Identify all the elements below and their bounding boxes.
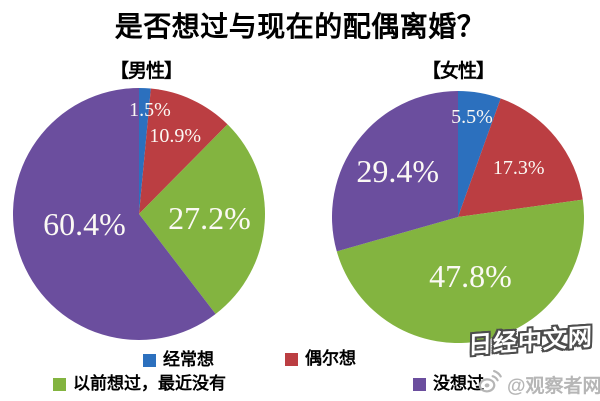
legend-label-never: 没想过 [433,374,484,393]
female-pie-chart: 5.5% 17.3% 47.8% 29.4% [332,91,584,343]
pie-percent-label: 1.5% [129,98,171,121]
legend-label-occasionally: 偶尔想 [305,349,356,368]
pie-percent-label: 47.8% [429,258,512,295]
pie-slice [139,124,265,315]
pie-slice [458,91,501,217]
chart-title: 是否想过与现在的配偶离婚？ [114,11,486,42]
pie-percent-label: 60.4% [43,205,126,242]
observer-watermark-text: @观察者网 [507,376,600,397]
legend-swatch-before-not-recently [53,377,66,391]
weibo-icon [475,368,505,401]
female-pie-title: 【女性】 [421,61,495,82]
pie-slice [139,88,151,214]
legend-swatch-never [413,377,426,391]
pie-slice [139,88,228,214]
pie-svg [332,91,584,343]
legend-label-often: 经常想 [163,350,214,369]
legend-item-occasionally: 偶尔想 [285,349,356,369]
observer-watermark: @观察者网 [477,369,600,400]
pie-percent-label: 27.2% [168,200,251,237]
pie-slice [332,91,458,252]
legend-swatch-often [143,353,156,367]
pie-slice [336,199,584,343]
legend-swatch-occasionally [285,352,298,366]
pie-percent-label: 29.4% [356,153,439,190]
legend-item-before-not-recently: 以前想过，最近没有 [53,374,226,394]
male-pie-title: 【男性】 [109,61,183,82]
nikkei-chinese-watermark: 日经中文网 [467,323,594,360]
legend-item-never: 没想过 [413,374,484,394]
legend-label-before-not-recently: 以前想过，最近没有 [73,374,226,393]
male-pie-chart: 1.5% 10.9% 27.2% 60.4% [13,88,265,340]
pie-percent-label: 17.3% [492,156,545,179]
pie-svg [13,88,265,340]
pie-slice [458,98,583,217]
pie-percent-label: 10.9% [149,125,202,148]
pie-percent-label: 5.5% [451,106,493,129]
pie-slice [13,88,216,340]
legend-item-often: 经常想 [143,350,214,370]
